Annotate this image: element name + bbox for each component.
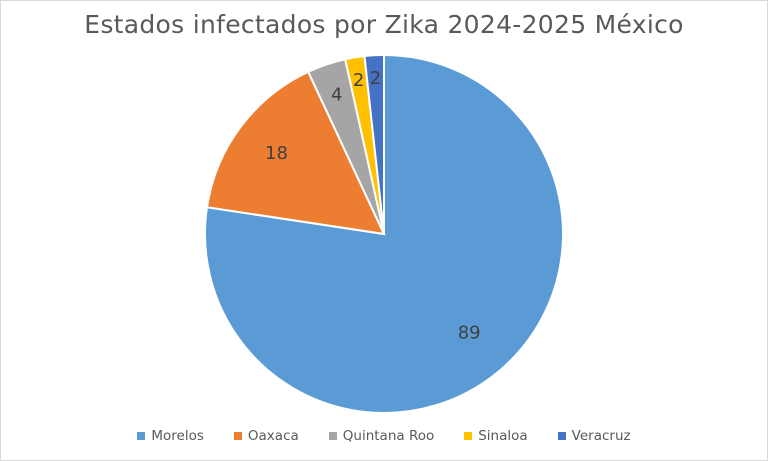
data-label-quintana-roo: 4 (331, 85, 342, 106)
legend-item-sinaloa: Sinaloa (464, 428, 528, 444)
data-label-oaxaca: 18 (265, 143, 288, 164)
legend-swatch-quintana-roo (328, 432, 337, 440)
legend-item-morelos: Morelos (137, 428, 204, 444)
legend-swatch-morelos (137, 432, 146, 440)
legend-label-quintana-roo: Quintana Roo (342, 428, 435, 444)
legend-item-quintana-roo: Quintana Roo (328, 428, 435, 444)
legend-item-veracruz: Veracruz (557, 428, 631, 444)
data-label-morelos: 89 (458, 323, 481, 344)
legend-swatch-oaxaca (233, 432, 242, 440)
pie-slice-veracruz (363, 53, 385, 235)
pie-slices (204, 53, 564, 414)
legend-label-veracruz: Veracruz (571, 428, 631, 444)
legend-item-oaxaca: Oaxaca (233, 428, 299, 444)
legend-label-oaxaca: Oaxaca (247, 428, 299, 444)
pie-slice-oaxaca (205, 70, 386, 236)
legend-swatch-veracruz (557, 432, 566, 440)
legend-label-sinaloa: Sinaloa (478, 428, 528, 444)
legend-swatch-sinaloa (464, 432, 473, 440)
data-label-sinaloa: 2 (353, 70, 364, 91)
chart-legend: Morelos Oaxaca Quintana Roo Sinaloa Veracruz (0, 428, 768, 444)
data-label-veracruz: 2 (370, 68, 381, 89)
legend-label-morelos: Morelos (151, 428, 204, 444)
chart-title: Estados infectados por Zika 2024-2025 Mé… (84, 10, 684, 39)
